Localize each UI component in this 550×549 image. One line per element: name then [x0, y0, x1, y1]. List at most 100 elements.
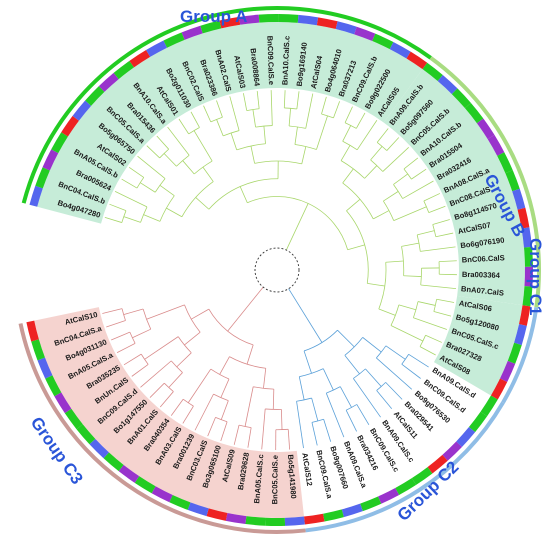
tree-branch [116, 342, 136, 354]
tree-branch [207, 417, 216, 437]
leaf-label: BnC06.CalS [461, 253, 504, 264]
leaf-label: BnA05.CalS.c [252, 454, 265, 504]
leaf-label: AtCalS12 [300, 452, 314, 486]
tree-branch [378, 308, 396, 316]
tree-branch-arc [215, 417, 228, 423]
tree-branch [296, 401, 304, 449]
species-ring-segment [54, 392, 72, 414]
tree-branch [413, 317, 448, 330]
tree-branch [203, 105, 212, 123]
species-ring-segment [169, 494, 191, 510]
tree-branch [106, 320, 126, 328]
species-ring-segment [35, 167, 50, 189]
species-ring-segment [442, 441, 462, 461]
tree-branch [401, 363, 421, 379]
tree-branch [390, 325, 424, 342]
species-ring-segment [524, 266, 534, 287]
tree-branch-arc [393, 184, 403, 199]
tree-branch [321, 96, 327, 115]
tree-branch [216, 100, 223, 118]
tree-branch [123, 308, 144, 316]
species-ring-segment [505, 170, 520, 192]
tree-branch [385, 260, 404, 263]
species-ring-segment [129, 50, 151, 68]
species-ring-segment [64, 408, 83, 430]
tree-branch [436, 298, 455, 303]
tree-branch [132, 328, 151, 339]
tree-branch [246, 344, 254, 365]
tree-branch-arc [296, 397, 312, 402]
species-ring-segment [37, 357, 53, 379]
tree-branch [356, 404, 370, 425]
tree-branch [311, 422, 318, 446]
species-ring-segment [323, 509, 344, 522]
species-ring-segment [85, 86, 105, 106]
tree-branch [229, 96, 240, 131]
species-ring-segment [134, 476, 156, 494]
tree-branch [376, 390, 393, 409]
species-ring-segment [512, 188, 526, 210]
tree-branch [216, 119, 224, 137]
tree-branch [176, 352, 192, 368]
tree-branch [143, 214, 161, 222]
tree-branch-arc [344, 122, 357, 129]
tree-branch [432, 219, 450, 225]
tree-branch [439, 260, 457, 263]
tree-branch-arc [303, 329, 338, 352]
tree-branch [385, 382, 403, 400]
tree-branch [170, 398, 184, 416]
group-arc-b [305, 401, 505, 533]
species-ring-segment [487, 134, 505, 156]
species-ring-segment [335, 21, 357, 35]
tree-branch [344, 106, 353, 123]
tree-branch [140, 360, 172, 388]
tree-branch [184, 331, 201, 346]
tree-branch [364, 165, 378, 179]
tree-branch [159, 391, 174, 408]
tree-branch [287, 429, 291, 450]
species-ring-segment [265, 517, 286, 526]
tree-branch-arc [370, 159, 384, 172]
tree-branch [252, 109, 256, 128]
tree-branch [146, 145, 160, 159]
species-ring-segment [76, 424, 96, 445]
tree-branch [195, 197, 210, 210]
leaf-label: Bra008864 [249, 48, 262, 88]
tree-branch [417, 230, 435, 236]
tree-branch [159, 184, 175, 197]
tree-branch [263, 126, 266, 144]
tree-branch [219, 356, 230, 375]
tree-branch [362, 337, 382, 353]
species-ring-segment [146, 40, 168, 57]
leaf-label: Bra003364 [462, 270, 501, 280]
tree-branch-arc [121, 308, 126, 321]
species-ring-segment [497, 152, 513, 174]
group-arc-c3 [21, 6, 432, 204]
tree-branch [376, 357, 413, 390]
species-ring-segment [519, 305, 531, 326]
tree-branch [408, 353, 429, 368]
tree-branch [376, 128, 389, 143]
tree-branch [365, 368, 382, 387]
tree-branch [311, 397, 319, 422]
tree-branch [288, 108, 291, 127]
species-ring-segment [225, 512, 247, 525]
group-background-layer [34, 22, 525, 518]
species-ring-layer [26, 14, 534, 526]
tree-branch-arc [321, 113, 334, 119]
tree-branch [342, 125, 352, 142]
group-label-a: Group A [180, 7, 247, 26]
tree-branch [398, 304, 417, 311]
species-ring-segment [514, 324, 527, 346]
tree-branch-arc [433, 299, 437, 312]
tree-branch [342, 168, 354, 184]
group-label-c1: Group C1 [526, 238, 545, 315]
tree-branch [345, 410, 357, 432]
tree-branch-arc [299, 368, 324, 378]
tree-branch [353, 378, 381, 418]
tree-branch [168, 372, 183, 388]
tree-branch [420, 284, 457, 290]
species-ring-segment [219, 16, 241, 29]
tree-branch [250, 145, 255, 164]
